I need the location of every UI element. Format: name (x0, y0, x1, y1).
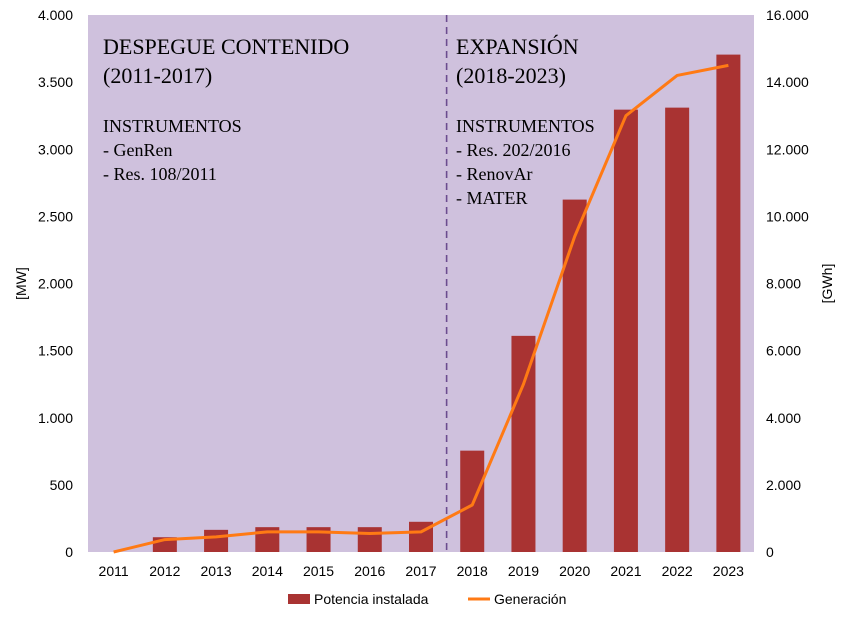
legend-label: Potencia instalada (314, 591, 429, 607)
y-right-axis-label: [GWh] (819, 264, 835, 304)
legend-swatch-bar (288, 594, 310, 604)
annotation-title: (2011-2017) (103, 63, 212, 88)
bar-potencia-instalada (613, 109, 638, 553)
annotation-title: (2018-2023) (456, 63, 566, 88)
annotation-body-line: - Res. 202/2016 (456, 140, 571, 160)
y-right-tick-label: 8.000 (766, 276, 801, 292)
legend-label: Generación (494, 591, 566, 607)
bar-potencia-instalada (204, 529, 229, 552)
x-tick-label: 2012 (149, 563, 180, 579)
x-tick-label: 2013 (200, 563, 231, 579)
bar-potencia-instalada (562, 199, 587, 552)
x-tick-label: 2019 (508, 563, 539, 579)
y-left-tick-label: 2.500 (38, 208, 73, 224)
y-right-tick-label: 6.000 (766, 343, 801, 359)
bar-potencia-instalada (716, 54, 741, 552)
y-left-tick-label: 3.500 (38, 74, 73, 90)
annotation-body-line: - GenRen (103, 140, 172, 160)
x-tick-label: 2011 (99, 563, 129, 579)
bar-potencia-instalada (511, 335, 536, 552)
y-left-tick-label: 4.000 (38, 7, 73, 23)
annotation-body-line: INSTRUMENTOS (456, 116, 595, 136)
annotation-body-line: INSTRUMENTOS (103, 116, 242, 136)
annotation-body-line: - RenovAr (456, 164, 532, 184)
x-tick-label: 2023 (713, 563, 744, 579)
annotation-title: EXPANSIÓN (456, 34, 579, 59)
y-right-tick-label: 4.000 (766, 410, 801, 426)
y-left-axis-label: [MW] (13, 267, 29, 300)
annotation-body-line: - MATER (456, 188, 528, 208)
bar-potencia-instalada (357, 527, 382, 552)
y-right-tick-label: 0 (766, 544, 774, 560)
x-tick-label: 2022 (662, 563, 693, 579)
x-tick-label: 2021 (610, 563, 641, 579)
y-left-tick-label: 1.000 (38, 410, 73, 426)
annotation-title: DESPEGUE CONTENIDO (103, 34, 349, 59)
plot-background (88, 15, 754, 552)
x-tick-label: 2016 (354, 563, 385, 579)
y-right-tick-label: 14.000 (766, 74, 809, 90)
x-tick-label: 2018 (457, 563, 488, 579)
y-right-tick-label: 2.000 (766, 477, 801, 493)
y-left-tick-label: 0 (65, 544, 73, 560)
x-tick-label: 2017 (405, 563, 436, 579)
y-right-tick-label: 12.000 (766, 141, 809, 157)
x-tick-label: 2020 (559, 563, 590, 579)
y-left-tick-label: 2.000 (38, 276, 73, 292)
y-left-tick-label: 3.000 (38, 141, 73, 157)
y-left-tick-label: 1.500 (38, 343, 73, 359)
y-left-tick-label: 500 (50, 477, 74, 493)
x-tick-label: 2014 (252, 563, 283, 579)
bar-potencia-instalada (665, 107, 690, 552)
x-tick-label: 2015 (303, 563, 334, 579)
line-generacion (113, 63, 729, 554)
annotation-body-line: - Res. 108/2011 (103, 164, 217, 184)
y-right-tick-label: 10.000 (766, 208, 809, 224)
y-right-tick-label: 16.000 (766, 7, 809, 23)
